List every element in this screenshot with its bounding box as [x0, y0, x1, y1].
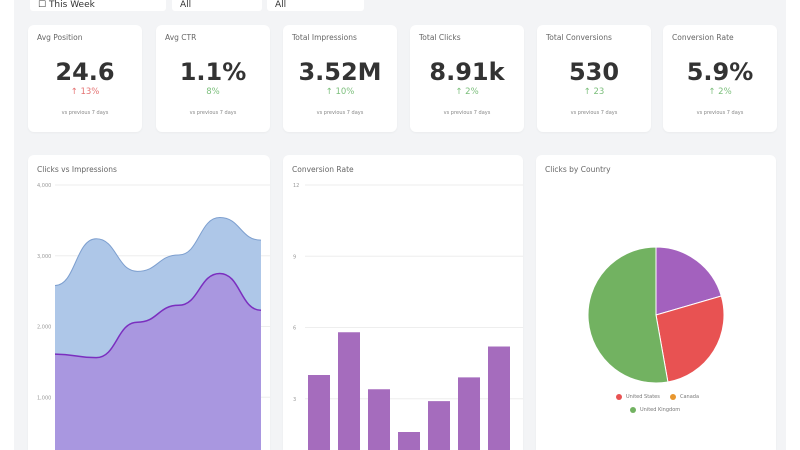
legend-item-canada[interactable]: Canada	[670, 394, 699, 400]
y-tick-label: 9	[293, 254, 296, 260]
kpi-note: vs previous 7 days	[189, 110, 237, 116]
kpi-value: 3.52M	[298, 58, 382, 86]
filter-select-2[interactable]: All	[267, 0, 364, 11]
kpi-title: Conversion Rate	[672, 33, 734, 42]
filter-select-1[interactable]: All	[172, 0, 262, 11]
kpi-note: vs previous 7 days	[61, 110, 109, 116]
kpi-delta: ↑ 23	[583, 87, 605, 97]
kpi-title: Avg Position	[37, 33, 83, 42]
pie-slice	[587, 246, 669, 384]
chart-title: Conversion Rate	[292, 165, 354, 174]
right-gutter	[786, 0, 800, 450]
chart-title: Clicks vs Impressions	[37, 165, 117, 174]
area-chart: 1,000 2,000 3,000 4,000	[37, 183, 270, 450]
kpi-delta: 8%	[206, 87, 220, 97]
area-fill-series-1	[55, 273, 261, 450]
kpi-value: 8.91k	[429, 58, 505, 86]
conversion-rate-card: Conversion Rate 3 6 9 12	[283, 155, 523, 450]
legend-item-united-kingdom[interactable]: United Kingdom	[630, 407, 680, 413]
y-tick-label: 3,000	[37, 254, 51, 260]
kpi-card: Avg CTR 1.1% 8% vs previous 7 days	[156, 25, 270, 132]
y-tick-label: 12	[293, 183, 299, 189]
bar-chart: 3 6 9 12	[293, 183, 523, 450]
legend-swatch	[670, 394, 676, 400]
bar	[398, 432, 420, 450]
date-filter[interactable]: ☐ This Week	[30, 0, 166, 11]
line-series-1	[54, 272, 262, 359]
kpi-title: Total Clicks	[419, 33, 461, 42]
kpi-title: Avg CTR	[165, 33, 197, 42]
kpi-card: Total Impressions 3.52M ↑ 10% vs previou…	[283, 25, 397, 132]
kpi-note: vs previous 7 days	[443, 110, 491, 116]
clicks-vs-impressions-card: Clicks vs Impressions 1,000 2,000 3,000 4,0…	[28, 155, 270, 450]
kpi-card: Total Clicks 8.91k ↑ 2% vs previous 7 da…	[410, 25, 524, 132]
bar	[458, 377, 480, 450]
bar	[368, 389, 390, 450]
bar	[488, 346, 510, 450]
kpi-note: vs previous 7 days	[316, 110, 364, 116]
y-tick-label: 1,000	[37, 395, 51, 401]
kpi-note: vs previous 7 days	[570, 110, 618, 116]
pie-slice	[655, 246, 722, 316]
legend-item-united-states[interactable]: United States	[616, 394, 660, 400]
kpi-value: 24.6	[55, 58, 115, 86]
bar	[428, 401, 450, 450]
left-gutter	[0, 0, 14, 450]
pie-chart	[587, 246, 725, 384]
kpi-value: 530	[568, 58, 620, 86]
calendar-icon: ☐	[38, 0, 49, 10]
y-tick-label: 6	[293, 326, 296, 332]
y-tick-label: 3	[293, 397, 296, 403]
line-series-0	[54, 217, 262, 286]
legend-swatch	[630, 407, 636, 413]
clicks-by-country-card: Clicks by Country United States Canada U…	[536, 155, 776, 450]
legend-swatch	[616, 394, 622, 400]
kpi-delta: ↑ 10%	[325, 87, 355, 97]
chart-title: Clicks by Country	[545, 165, 611, 174]
bar	[338, 332, 360, 450]
kpi-card: Conversion Rate 5.9% ↑ 2% vs previous 7 …	[663, 25, 777, 132]
kpi-delta: ↑ 2%	[455, 87, 479, 97]
bar	[308, 375, 330, 450]
pie-slice	[655, 295, 725, 383]
kpi-delta: ↑ 13%	[70, 87, 100, 97]
kpi-card: Avg Position 24.6 ↑ 13% vs previous 7 da…	[28, 25, 142, 132]
kpi-title: Total Impressions	[292, 33, 357, 42]
kpi-card: Total Conversions 530 ↑ 23 vs previous 7…	[537, 25, 651, 132]
kpi-delta: ↑ 2%	[708, 87, 732, 97]
kpi-value: 5.9%	[686, 58, 754, 86]
kpi-value: 1.1%	[179, 58, 247, 86]
y-tick-label: 2,000	[37, 325, 51, 331]
kpi-title: Total Conversions	[546, 33, 612, 42]
y-tick-label: 4,000	[37, 183, 51, 189]
kpi-note: vs previous 7 days	[696, 110, 744, 116]
